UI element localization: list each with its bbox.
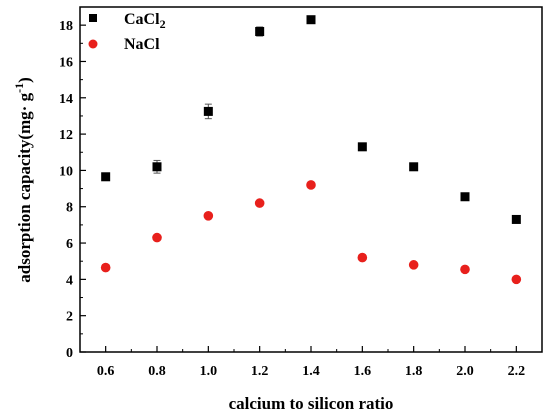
y-axis-title-superscript: -1: [12, 83, 26, 93]
y-tick-label: 2: [66, 310, 73, 325]
legend-marker-nacl: [88, 39, 98, 49]
data-point: [409, 162, 419, 172]
y-axis: 0 2 4 6 8 10 12 14 16 18: [59, 19, 86, 361]
x-tick-label: 0.8: [148, 364, 166, 379]
series-cacl2: [101, 15, 521, 224]
x-tick-label: 2.2: [508, 364, 526, 379]
legend-label-cacl2-subscript: 2: [160, 17, 166, 31]
data-point: [254, 198, 265, 208]
y-tick-label: 0: [66, 346, 73, 361]
y-tick-label: 10: [59, 164, 73, 179]
y-tick-label: 8: [66, 201, 73, 216]
y-axis-title-main: adsorption capacity(mg· g: [15, 92, 34, 282]
legend-label-nacl: NaCl: [124, 36, 160, 53]
x-tick-label: 1.2: [251, 364, 269, 379]
y-tick-label: 14: [59, 92, 73, 107]
data-point: [511, 214, 521, 224]
data-point: [460, 264, 470, 275]
x-tick-label: 0.6: [97, 364, 115, 379]
data-point: [460, 192, 470, 202]
y-tick-label: 12: [59, 128, 73, 143]
data-point: [357, 142, 367, 152]
x-axis-title: calcium to silicon ratio: [229, 394, 394, 413]
data-point: [101, 172, 111, 182]
y-tick-label: 6: [66, 237, 73, 252]
y-axis-title: adsorption capacity(mg· g-1): [12, 77, 34, 283]
y-tick-label: 4: [66, 273, 73, 288]
plot-frame: [79, 6, 543, 353]
data-point: [306, 15, 316, 25]
legend: CaCl2 NaCl: [88, 11, 166, 53]
data-point: [203, 211, 214, 221]
series-nacl: [100, 180, 522, 285]
x-tick-label: 1.6: [354, 364, 372, 379]
y-tick-label: 18: [59, 19, 73, 34]
data-point: [357, 252, 368, 263]
x-tick-label: 1.0: [200, 364, 218, 379]
x-tick-label: 2.0: [456, 364, 474, 379]
data-point: [152, 232, 162, 243]
data-point: [255, 27, 265, 37]
legend-label-cacl2: CaCl2: [124, 11, 166, 31]
y-axis-title-close: ): [15, 77, 34, 83]
x-tick-label: 1.8: [405, 364, 423, 379]
data-point: [203, 106, 213, 116]
legend-marker-cacl2: [89, 14, 97, 22]
legend-label-cacl2-main: CaCl: [124, 11, 160, 28]
x-tick-label: 1.4: [302, 364, 320, 379]
series-layer: [100, 15, 522, 285]
data-point: [408, 260, 419, 270]
y-tick-label: 16: [59, 55, 73, 70]
data-point: [511, 274, 522, 285]
data-point: [152, 162, 162, 172]
x-axis: 0.6 0.8 1.0 1.2 1.4 1.6 1.8 2.0 2.2: [97, 346, 525, 379]
data-point: [306, 180, 316, 190]
data-point: [100, 262, 111, 273]
